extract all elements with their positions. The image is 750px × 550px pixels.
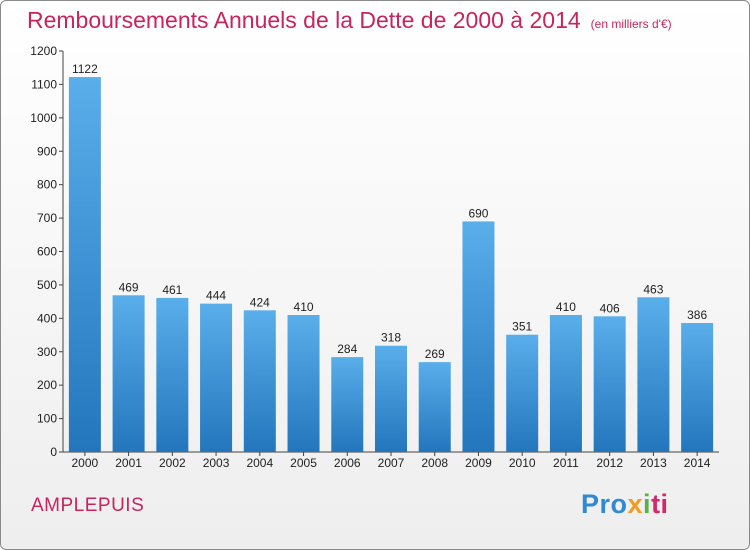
chart-title: Remboursements Annuels de la Dette de 20… bbox=[27, 7, 672, 34]
y-tick-label: 700 bbox=[37, 211, 57, 225]
value-label-2002: 461 bbox=[162, 283, 182, 297]
bar-2010 bbox=[506, 334, 539, 452]
y-tick-label: 300 bbox=[37, 345, 57, 359]
y-tick-label: 200 bbox=[37, 378, 57, 392]
value-label-2012: 406 bbox=[600, 301, 620, 315]
value-label-2006: 284 bbox=[337, 342, 357, 356]
value-label-2013: 463 bbox=[643, 282, 663, 296]
y-tick-label: 1100 bbox=[31, 77, 57, 91]
value-label-2001: 469 bbox=[119, 280, 139, 294]
y-tick-label: 600 bbox=[37, 245, 57, 259]
bar-2006 bbox=[331, 357, 364, 452]
y-tick-label: 800 bbox=[37, 178, 57, 192]
x-tick-label-2012: 2012 bbox=[596, 456, 623, 470]
bar-2003 bbox=[200, 303, 233, 452]
proxiti-logo: Proxiti bbox=[581, 489, 669, 519]
y-tick-label: 100 bbox=[37, 412, 57, 426]
value-label-2007: 318 bbox=[381, 331, 401, 345]
y-tick-label: 400 bbox=[37, 311, 57, 325]
value-label-2005: 410 bbox=[294, 300, 314, 314]
bar-2014 bbox=[681, 323, 714, 452]
value-label-2009: 690 bbox=[468, 206, 488, 220]
bars bbox=[68, 77, 714, 452]
bar-2011 bbox=[549, 314, 582, 452]
x-tick-label-2011: 2011 bbox=[553, 456, 579, 470]
y-tick-label: 900 bbox=[37, 144, 57, 158]
y-tick-label: 500 bbox=[37, 278, 57, 292]
x-tick-label-2006: 2006 bbox=[334, 456, 361, 470]
labels: 2000 1122 2001 469 2002 461 2003 444 2004 424 2005… bbox=[72, 62, 711, 470]
x-tick-label-2003: 2003 bbox=[203, 456, 230, 470]
bar-2001 bbox=[112, 295, 145, 452]
bar-2004 bbox=[243, 310, 276, 452]
bar-2012 bbox=[593, 316, 626, 452]
x-tick-label-2014: 2014 bbox=[684, 456, 711, 470]
x-tick-label-2010: 2010 bbox=[509, 456, 536, 470]
bar-2007 bbox=[375, 345, 407, 452]
value-label-2008: 269 bbox=[425, 347, 445, 361]
axes: 0 100 200 300 400 500 600 700 800 900 1000 1100 1200 bbox=[30, 44, 719, 459]
x-tick-label-2002: 2002 bbox=[159, 456, 186, 470]
value-label-2004: 424 bbox=[250, 295, 270, 309]
y-tick-label: 1000 bbox=[30, 111, 57, 125]
y-tick-label: 0 bbox=[50, 445, 57, 459]
value-label-2014: 386 bbox=[687, 308, 707, 322]
x-tick-label-2000: 2000 bbox=[72, 456, 99, 470]
value-label-2000: 1122 bbox=[72, 62, 98, 76]
x-tick-label-2008: 2008 bbox=[421, 456, 448, 470]
x-tick-label-2005: 2005 bbox=[290, 456, 317, 470]
bar-2000 bbox=[68, 77, 101, 452]
bar-2008 bbox=[418, 362, 451, 452]
value-label-2011: 410 bbox=[556, 300, 576, 314]
bar-2013 bbox=[637, 297, 670, 452]
x-tick-label-2007: 2007 bbox=[378, 456, 405, 470]
x-tick-label-2009: 2009 bbox=[465, 456, 492, 470]
commune-name: AMPLEPUIS bbox=[31, 495, 145, 516]
value-label-2003: 444 bbox=[206, 289, 226, 303]
chart-unit: (en milliers d'€) bbox=[590, 17, 672, 31]
bar-2002 bbox=[156, 297, 189, 452]
y-tick-label: 1200 bbox=[30, 44, 57, 58]
chart-title-text: Remboursements Annuels de la Dette de 20… bbox=[27, 7, 581, 33]
x-tick-label-2004: 2004 bbox=[246, 456, 273, 470]
value-label-2010: 351 bbox=[512, 320, 532, 334]
bar-2005 bbox=[287, 314, 320, 452]
x-tick-label-2013: 2013 bbox=[640, 456, 667, 470]
bar-2009 bbox=[462, 221, 495, 452]
x-tick-label-2001: 2001 bbox=[115, 456, 142, 470]
